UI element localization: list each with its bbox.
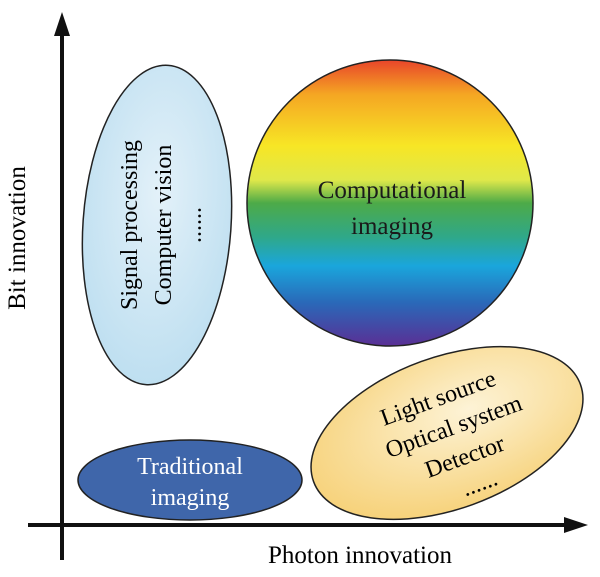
computational-imaging-region: Computational imaging	[246, 59, 534, 347]
traditional-line-2: imaging	[151, 485, 230, 511]
y-axis-arrow-icon	[54, 12, 70, 36]
hardware-region: Light source Optical system Detector ...…	[310, 345, 584, 521]
y-axis-label: Bit innovation	[4, 166, 31, 310]
computational-line-2: imaging	[351, 213, 433, 240]
computational-line-1: Computational	[318, 177, 467, 204]
x-axis	[28, 517, 588, 533]
traditional-imaging-region: Traditional imaging	[77, 439, 303, 521]
y-axis	[54, 12, 70, 560]
signal-line-3: ......	[181, 207, 207, 243]
signal-line-1: Signal processing	[117, 140, 143, 310]
signal-processing-region: Signal processing Computer vision ......	[81, 64, 233, 386]
x-axis-arrow-icon	[564, 517, 588, 533]
traditional-line-1: Traditional	[137, 454, 243, 480]
signal-line-2: Computer vision	[151, 145, 177, 306]
x-axis-label: Photon innovation	[268, 542, 453, 569]
